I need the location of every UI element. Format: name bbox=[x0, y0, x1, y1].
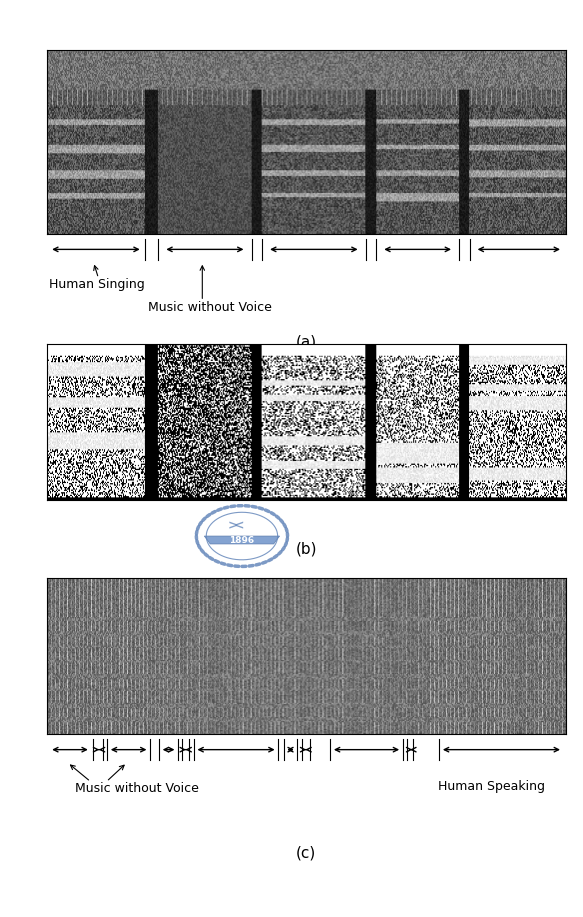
Text: 1896: 1896 bbox=[229, 536, 255, 545]
Text: >: > bbox=[228, 519, 238, 533]
Text: Music without Voice: Music without Voice bbox=[148, 301, 272, 315]
Text: Human Singing: Human Singing bbox=[49, 279, 145, 292]
Text: Music without Voice: Music without Voice bbox=[75, 781, 199, 795]
Text: (c): (c) bbox=[296, 845, 316, 861]
Polygon shape bbox=[204, 536, 280, 544]
Text: (b): (b) bbox=[296, 542, 317, 557]
Text: Human Speaking: Human Speaking bbox=[438, 779, 545, 792]
Text: (a): (a) bbox=[296, 335, 317, 349]
Text: <: < bbox=[234, 519, 244, 533]
